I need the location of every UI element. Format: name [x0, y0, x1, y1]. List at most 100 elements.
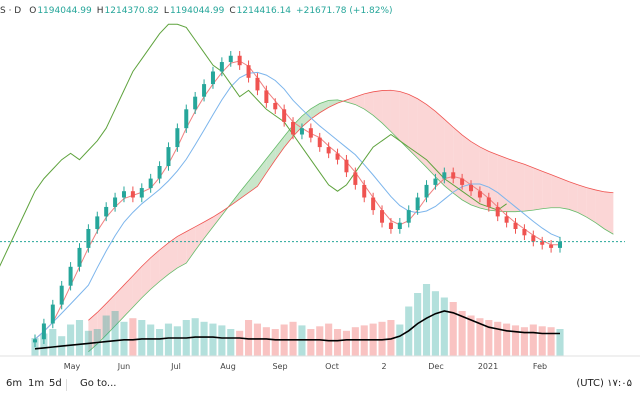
close-label: C	[229, 6, 236, 16]
x-tick-label: 2021	[478, 362, 498, 371]
volume-bar	[325, 323, 333, 356]
cloud-segment	[471, 141, 480, 208]
cloud-segment	[373, 90, 383, 123]
volume-bar	[351, 327, 359, 356]
cloud-segment	[382, 90, 391, 132]
volume-bar	[111, 311, 119, 356]
timeframe-6m-button[interactable]: 6m	[6, 378, 23, 389]
cloud-segment	[186, 226, 196, 264]
ichimoku-cloud	[88, 89, 614, 353]
chikou-span-line	[0, 23, 507, 267]
volume-bar	[218, 325, 226, 356]
candle-body	[415, 197, 420, 211]
candle-body	[255, 77, 260, 91]
volume-bar	[485, 320, 493, 356]
ichimoku-chart[interactable]: May Jun Jul Aug Sep Oct 2 Dec 2021 Feb	[0, 0, 640, 376]
candle-body	[397, 222, 402, 229]
cloud-segment	[399, 91, 409, 150]
cloud-segment	[123, 275, 133, 317]
volume-bar	[529, 324, 537, 356]
cloud-segment	[141, 257, 151, 298]
candle-body	[157, 166, 162, 179]
open-value: 1194044.99	[37, 6, 92, 16]
cloud-segment	[150, 250, 160, 290]
timeframe-1m-button[interactable]: 1m	[28, 378, 45, 389]
candle-body	[335, 153, 340, 160]
cloud-segment	[177, 231, 187, 268]
candle-body	[59, 285, 64, 305]
candle-body	[371, 197, 376, 211]
volume-bar	[173, 326, 181, 356]
cloud-segment	[506, 158, 516, 212]
candle-body	[193, 96, 198, 110]
volume-bar	[156, 329, 164, 356]
cloud-segment	[275, 136, 285, 160]
x-tick-label: Sep	[272, 362, 287, 371]
candle-body	[308, 128, 313, 138]
volume-bar	[262, 327, 270, 356]
kijun-sen-line	[34, 71, 561, 340]
candle-body	[264, 90, 269, 103]
candle-body	[495, 206, 500, 217]
cloud-segment	[115, 285, 124, 326]
cloud-segment	[97, 303, 107, 344]
candle-body	[460, 178, 465, 185]
cloud-segment	[346, 96, 356, 105]
goto-button[interactable]: Go to...	[80, 378, 117, 389]
cloud-segment	[239, 181, 249, 200]
cloud-segment	[364, 91, 374, 116]
volume-bar	[449, 302, 457, 356]
candle-body	[184, 109, 189, 129]
candle-body	[77, 247, 82, 267]
candle-body	[130, 191, 135, 198]
candle-body	[469, 184, 474, 192]
cloud-segment	[595, 189, 605, 229]
x-tick-label: Jul	[170, 362, 181, 371]
volume-bar	[538, 326, 546, 356]
volume-bar	[227, 329, 235, 356]
volume-bar	[547, 327, 555, 356]
cloud-segment	[515, 161, 525, 212]
utc-clock[interactable]: ۱۷:۰۵ (UTC)	[576, 378, 632, 389]
low-label: L	[163, 6, 169, 16]
candle-body	[273, 103, 278, 110]
bottom-toolbar: 6m 1m 5d Go to... ۱۷:۰۵ (UTC)	[0, 376, 640, 394]
cloud-segment	[106, 294, 116, 336]
candle-body	[549, 244, 554, 248]
timeframe-5d-button[interactable]: 5d	[49, 378, 62, 389]
candle-body	[86, 229, 91, 248]
cloud-segment	[301, 108, 311, 127]
x-tick-label: Aug	[220, 362, 236, 371]
cloud-segment	[586, 187, 596, 223]
volume-bar	[440, 297, 448, 356]
x-tick-label: Oct	[325, 362, 339, 371]
cloud-segment	[533, 167, 543, 211]
candle-body	[237, 55, 242, 66]
volume-bar	[503, 323, 511, 356]
cloud-segment	[604, 191, 614, 235]
volume-bar	[75, 320, 84, 356]
cloud-segment	[551, 174, 560, 208]
volume-bar	[245, 320, 253, 356]
volume-bar	[253, 323, 262, 356]
candle-body	[175, 128, 180, 148]
cloud-segment	[168, 236, 178, 275]
cloud-segment	[390, 90, 400, 141]
candle-body	[202, 84, 207, 97]
x-tick-label: May	[64, 362, 81, 371]
senkou-span-b-line	[88, 89, 614, 321]
cloud-segment	[248, 170, 258, 193]
candle-body	[486, 197, 491, 207]
cloud-segment	[310, 103, 320, 120]
symbol-label: S · D	[0, 6, 22, 16]
candle-body	[477, 191, 482, 198]
cloud-segment	[195, 222, 205, 251]
candle-body	[362, 184, 367, 198]
cloud-segment	[497, 154, 507, 212]
cloud-segment	[568, 181, 578, 213]
candle-body	[540, 241, 545, 245]
candle-body	[166, 147, 171, 166]
cloud-segment	[319, 100, 329, 113]
volume-bar	[236, 330, 244, 356]
volume-bar	[467, 315, 475, 356]
